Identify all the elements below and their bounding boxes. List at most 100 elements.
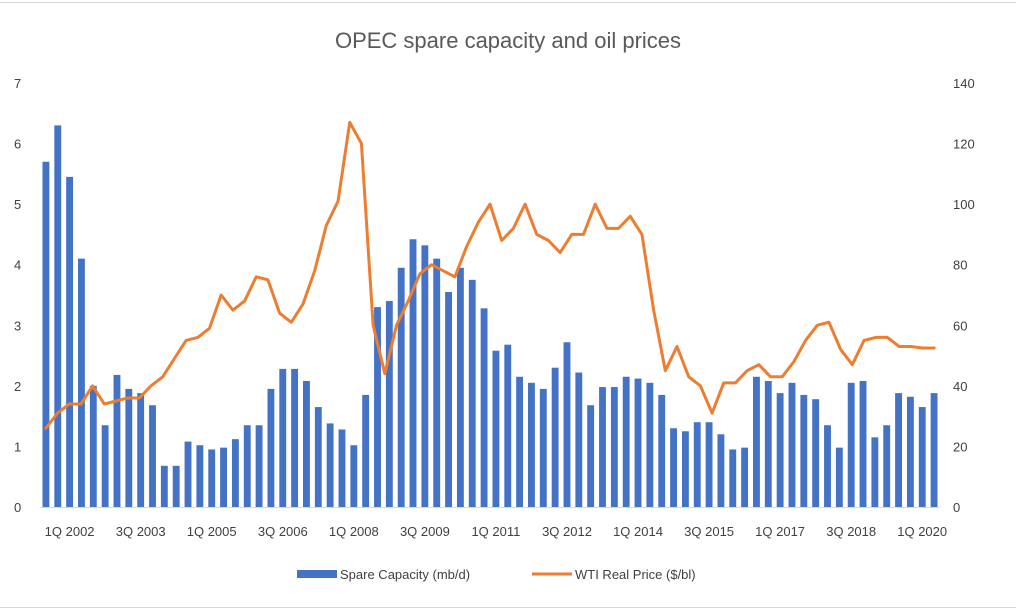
- spare-capacity-bar: [717, 434, 725, 507]
- spare-capacity-bar: [764, 381, 772, 507]
- y-right-tick-label: 100: [953, 197, 975, 212]
- chart-title: OPEC spare capacity and oil prices: [335, 28, 681, 53]
- spare-capacity-bar: [776, 393, 784, 507]
- spare-capacity-bar: [160, 465, 168, 507]
- spare-capacity-bar: [184, 441, 192, 507]
- spare-capacity-bar: [54, 125, 62, 508]
- spare-capacity-bar: [409, 239, 417, 507]
- spare-capacity-bar: [599, 387, 606, 507]
- spare-capacity-bar: [504, 344, 512, 507]
- spare-capacity-bar: [397, 267, 405, 507]
- spare-capacity-bar: [528, 382, 535, 507]
- spare-capacity-bar: [800, 394, 808, 507]
- x-tick-label: 3Q 2006: [258, 524, 308, 539]
- spare-capacity-bar: [918, 407, 926, 507]
- spare-capacity-bar: [930, 393, 938, 507]
- spare-capacity-bar: [622, 376, 630, 507]
- y-left-tick-label: 3: [14, 318, 21, 333]
- spare-capacity-bar: [149, 405, 156, 507]
- spare-capacity-bar: [895, 393, 902, 507]
- spare-capacity-bar: [753, 376, 760, 507]
- x-tick-label: 1Q 2008: [329, 524, 379, 539]
- spare-capacity-bar: [670, 428, 677, 507]
- spare-capacity-bar: [255, 425, 263, 507]
- spare-capacity-bar: [78, 258, 85, 507]
- y-left-tick-label: 7: [14, 76, 21, 91]
- legend-label-spare-capacity: Spare Capacity (mb/d): [340, 567, 470, 582]
- spare-capacity-bar: [705, 422, 713, 507]
- x-axis-ticks: 1Q 2002 3Q 2003 1Q 2005 3Q 2006 1Q 2008 3Q 20…: [45, 524, 947, 539]
- x-tick-label: 3Q 2012: [542, 524, 592, 539]
- x-tick-label: 1Q 2002: [45, 524, 95, 539]
- spare-capacity-bar: [374, 307, 381, 507]
- spare-capacity-bar: [835, 447, 843, 507]
- y-right-tick-label: 40: [953, 379, 967, 394]
- y-axis-left-ticks: 0 1 2 3 4 5 6 7: [14, 76, 21, 515]
- spare-capacity-bar: [587, 405, 595, 507]
- spare-capacity-bar: [196, 445, 204, 507]
- legend-label-wti-price: WTI Real Price ($/bl): [575, 567, 696, 582]
- spare-capacity-bar: [314, 407, 322, 507]
- x-tick-label: 1Q 2017: [755, 524, 805, 539]
- spare-capacity-bar: [433, 258, 441, 507]
- spare-capacity-bar: [231, 439, 239, 507]
- spare-capacity-bar: [539, 388, 547, 507]
- x-tick-label: 3Q 2015: [684, 524, 734, 539]
- spare-capacity-bar: [208, 449, 216, 507]
- x-tick-label: 1Q 2011: [471, 524, 520, 539]
- spare-capacity-bar: [385, 301, 393, 507]
- spare-capacity-bar: [812, 399, 820, 507]
- spare-capacity-bar: [243, 425, 251, 507]
- spare-capacity-bar: [456, 267, 464, 507]
- wti-price-line: [44, 120, 936, 430]
- spare-capacity-bar: [468, 279, 476, 507]
- spare-capacity-bar: [729, 449, 737, 507]
- spare-capacity-bar: [137, 393, 145, 507]
- spare-capacity-bar: [362, 394, 370, 507]
- spare-capacity-bar: [279, 368, 287, 507]
- x-tick-label: 3Q 2009: [400, 524, 450, 539]
- y-left-tick-label: 0: [14, 500, 21, 515]
- y-right-tick-label: 0: [953, 500, 960, 515]
- y-right-tick-label: 60: [953, 318, 967, 333]
- spare-capacity-bar: [113, 374, 121, 507]
- y-left-tick-label: 5: [14, 197, 21, 212]
- spare-capacity-bar: [847, 382, 855, 507]
- spare-capacity-bar: [658, 394, 666, 507]
- legend: Spare Capacity (mb/d) WTI Real Price ($/…: [297, 567, 696, 582]
- y-left-tick-label: 4: [14, 258, 21, 273]
- spare-capacity-bars: [42, 125, 938, 508]
- spare-capacity-bar: [741, 447, 749, 507]
- y-left-tick-label: 2: [14, 379, 21, 394]
- spare-capacity-bar: [871, 437, 879, 507]
- spare-capacity-bar: [291, 368, 299, 507]
- x-tick-label: 3Q 2003: [116, 524, 166, 539]
- spare-capacity-bar: [125, 388, 133, 507]
- y-right-tick-label: 80: [953, 258, 967, 273]
- spare-capacity-bar: [421, 245, 429, 507]
- spare-capacity-bar: [89, 385, 97, 507]
- spare-capacity-bar: [788, 382, 796, 507]
- spare-capacity-bar: [42, 161, 50, 508]
- spare-capacity-bar: [551, 367, 559, 507]
- spare-capacity-bar: [575, 372, 583, 507]
- spare-capacity-bar: [66, 176, 74, 507]
- spare-capacity-bar: [445, 291, 452, 507]
- spare-capacity-bar: [610, 387, 618, 507]
- spare-capacity-bar: [516, 376, 524, 507]
- spare-capacity-bar: [303, 381, 310, 507]
- spare-capacity-bar: [101, 425, 109, 507]
- spare-capacity-bar: [563, 342, 571, 507]
- y-right-tick-label: 120: [953, 137, 975, 152]
- spare-capacity-bar: [492, 350, 500, 507]
- spare-capacity-bar: [824, 425, 831, 507]
- x-tick-label: 1Q 2005: [187, 524, 237, 539]
- y-left-tick-label: 6: [14, 137, 21, 152]
- x-tick-label: 3Q 2018: [826, 524, 876, 539]
- x-tick-label: 1Q 2014: [613, 524, 663, 539]
- spare-capacity-bar: [681, 431, 689, 507]
- spare-capacity-bar: [646, 382, 654, 507]
